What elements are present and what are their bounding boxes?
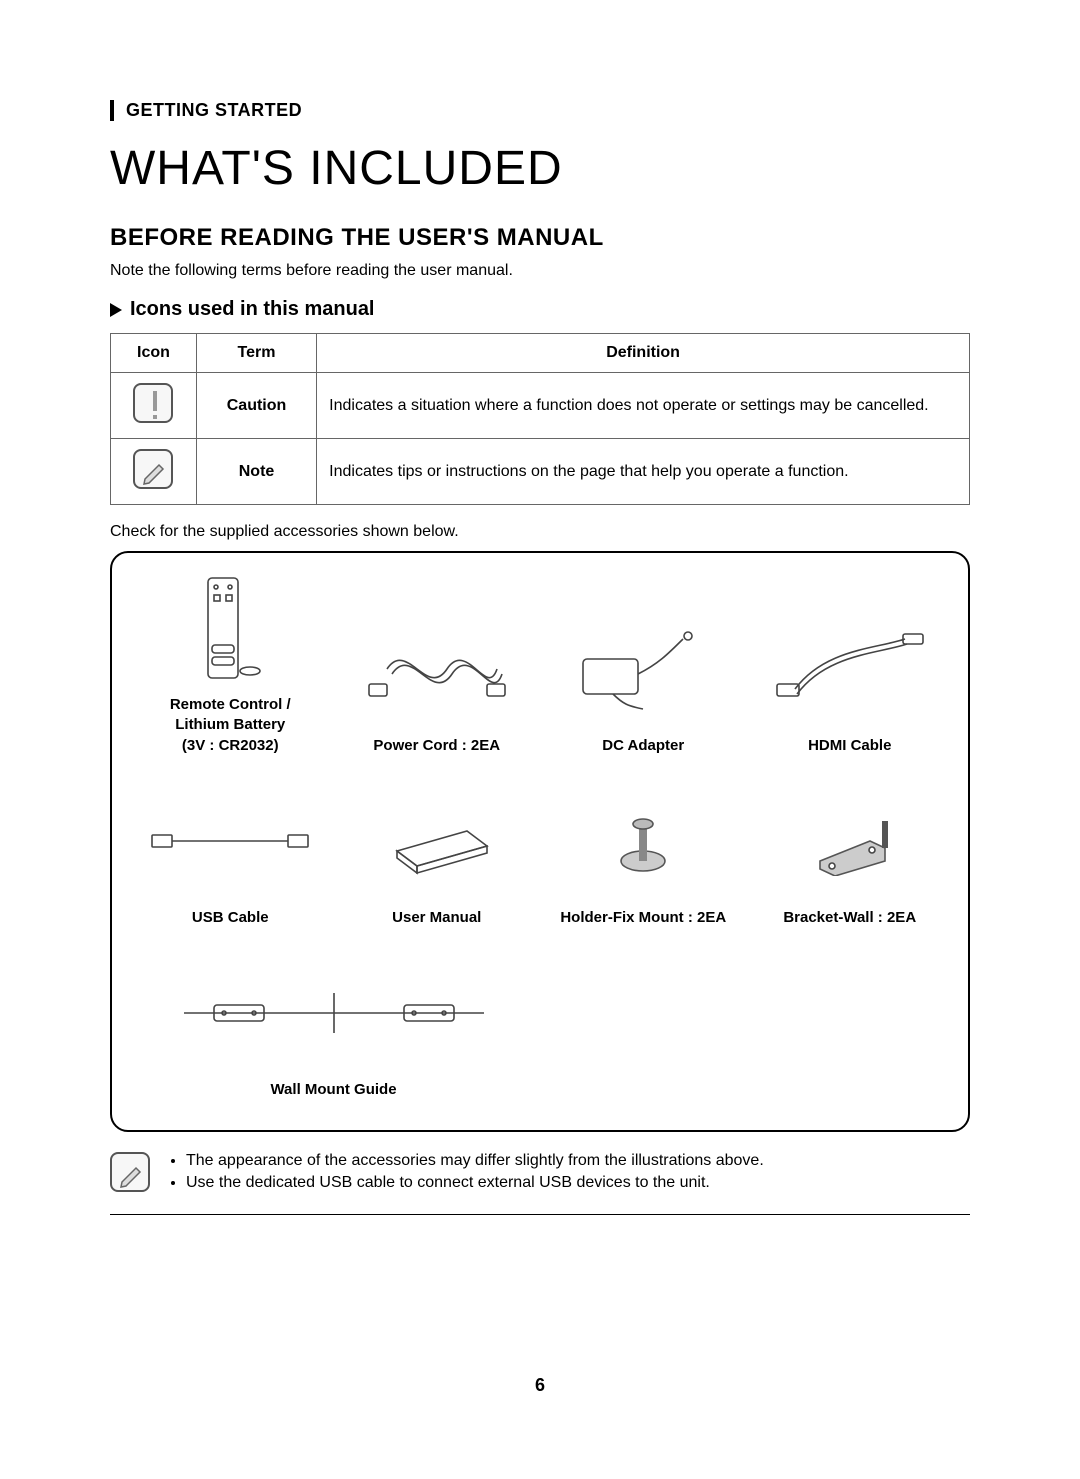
note-item: Use the dedicated USB cable to connect e… (186, 1174, 764, 1192)
accessory-item: DC Adapter (545, 573, 742, 756)
accessory-label: USB Cable (192, 908, 269, 928)
accessory-label: Wall Mount Guide (270, 1080, 396, 1100)
accessory-item: Power Cord : 2EA (339, 573, 536, 756)
check-text: Check for the supplied accessories shown… (110, 523, 970, 541)
term-cell: Note (196, 439, 316, 505)
icons-heading: Icons used in this manual (110, 298, 970, 321)
accessories-panel: Remote Control / Lithium Battery (3V : C… (110, 551, 970, 1132)
power-cord-icon (339, 614, 536, 724)
subsection-title: BEFORE READING THE USER'S MANUAL (110, 224, 970, 252)
accessory-label: Power Cord : 2EA (373, 736, 500, 756)
accessory-item: Remote Control / Lithium Battery (3V : C… (132, 573, 329, 756)
accessory-item: USB Cable (132, 786, 329, 928)
table-row: Caution Indicates a situation where a fu… (111, 373, 970, 439)
note-icon (133, 449, 173, 489)
accessory-item: HDMI Cable (752, 573, 949, 756)
th-term: Term (196, 334, 316, 373)
accessory-label: Remote Control / Lithium Battery (3V : C… (170, 695, 291, 756)
manual-page: GETTING STARTED WHAT'S INCLUDED BEFORE R… (0, 0, 1080, 1479)
user-manual-icon (339, 786, 536, 896)
hdmi-cable-icon (752, 614, 949, 724)
th-definition: Definition (317, 334, 970, 373)
footer-rule (110, 1214, 970, 1215)
section-label: GETTING STARTED (110, 100, 970, 121)
accessory-label: User Manual (392, 908, 481, 928)
bracket-wall-icon (752, 786, 949, 896)
accessory-item: Holder-Fix Mount : 2EA (545, 786, 742, 928)
wall-mount-guide-icon (132, 958, 535, 1068)
accessory-item: Bracket-Wall : 2EA (752, 786, 949, 928)
note-list: The appearance of the accessories may di… (166, 1152, 764, 1196)
note-item: The appearance of the accessories may di… (186, 1152, 764, 1170)
icon-definition-table: Icon Term Definition Caution Indicates a… (110, 333, 970, 505)
accessory-label: Holder-Fix Mount : 2EA (560, 908, 726, 928)
holder-fix-mount-icon (545, 786, 742, 896)
icon-cell (111, 439, 197, 505)
note-block: The appearance of the accessories may di… (110, 1152, 970, 1196)
page-title: WHAT'S INCLUDED (110, 141, 970, 196)
table-header-row: Icon Term Definition (111, 334, 970, 373)
table-row: Note Indicates tips or instructions on t… (111, 439, 970, 505)
dc-adapter-icon (545, 614, 742, 724)
note-icon (110, 1152, 150, 1192)
usb-cable-icon (132, 786, 329, 896)
intro-text: Note the following terms before reading … (110, 262, 970, 280)
page-number: 6 (110, 1375, 970, 1396)
accessory-item: Wall Mount Guide (132, 958, 535, 1100)
icons-heading-text: Icons used in this manual (130, 298, 375, 320)
accessory-label: Bracket-Wall : 2EA (783, 908, 916, 928)
accessory-label: HDMI Cable (808, 736, 891, 756)
th-icon: Icon (111, 334, 197, 373)
icon-cell (111, 373, 197, 439)
accessory-label: DC Adapter (602, 736, 684, 756)
accessories-grid: Remote Control / Lithium Battery (3V : C… (132, 573, 948, 1100)
accessory-item: User Manual (339, 786, 536, 928)
definition-cell: Indicates tips or instructions on the pa… (317, 439, 970, 505)
term-cell: Caution (196, 373, 316, 439)
triangle-bullet-icon (110, 303, 122, 317)
definition-cell: Indicates a situation where a function d… (317, 373, 970, 439)
remote-control-icon (132, 573, 329, 683)
caution-icon (133, 383, 173, 423)
